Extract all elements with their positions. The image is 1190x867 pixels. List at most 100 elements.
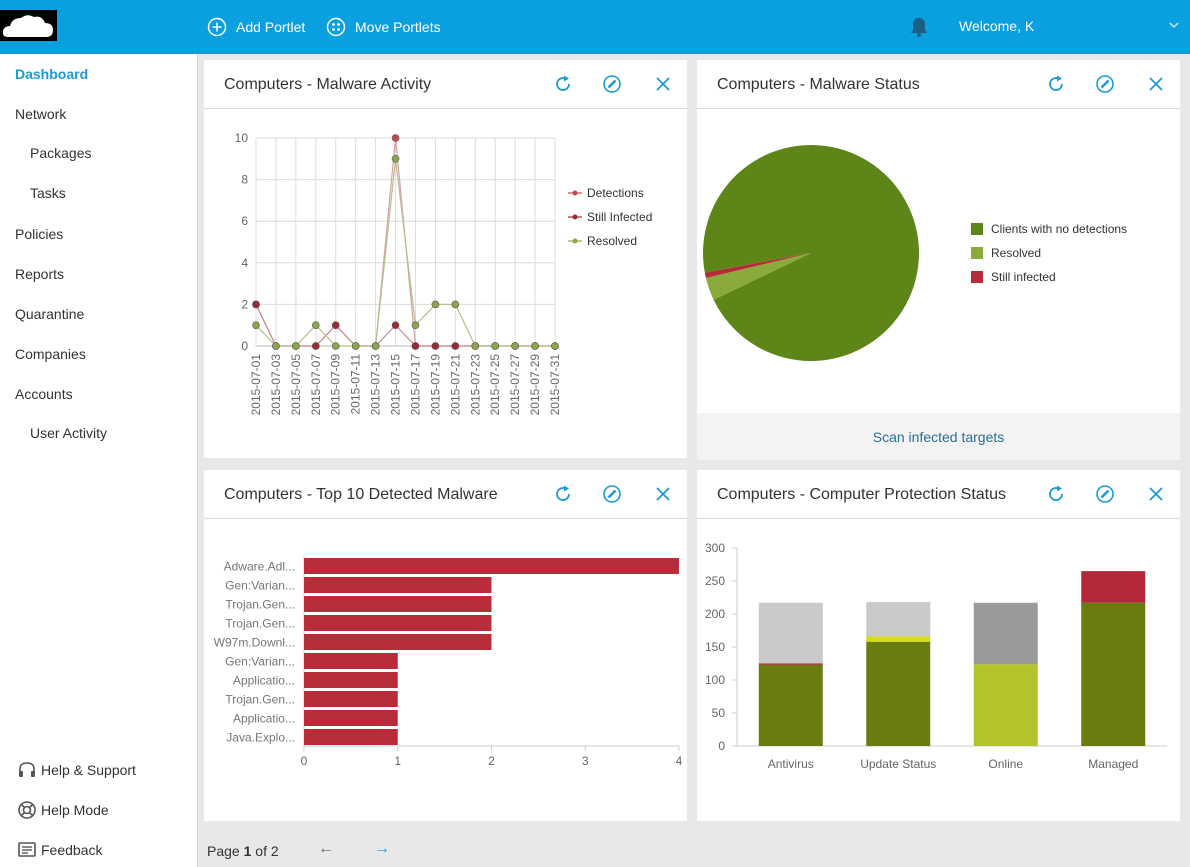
- x-tick-label: 2015-07-11: [349, 354, 363, 415]
- bar: [304, 558, 679, 574]
- plus-circle-icon: [207, 17, 227, 37]
- y-tick-label: 150: [705, 640, 725, 654]
- move-portlets-button[interactable]: Move Portlets: [326, 16, 441, 38]
- sidebar-item-tasks[interactable]: Tasks: [30, 185, 66, 201]
- legend-label: Resolved: [991, 246, 1041, 260]
- y-tick-label: 50: [712, 706, 726, 720]
- sidebar-item-accounts[interactable]: Accounts: [15, 386, 73, 402]
- portlet-header: Computers - Malware Activity: [204, 60, 687, 109]
- feedback-label: Feedback: [41, 842, 103, 858]
- sidebar-item-user-activity[interactable]: User Activity: [30, 425, 108, 441]
- help-mode-link[interactable]: Help Mode: [17, 800, 109, 820]
- x-tick-label: 2015-07-07: [309, 354, 323, 416]
- close-icon[interactable]: [1146, 74, 1166, 94]
- malware-status-chart: Clients with no detections Resolved Still …: [703, 145, 1127, 361]
- legend-marker: [572, 214, 578, 220]
- category-label: Gen:Varian...: [225, 655, 295, 669]
- data-point: [312, 342, 320, 350]
- bar: [304, 634, 492, 650]
- category-label: Trojan.Gen...: [225, 693, 295, 707]
- x-tick-label: 2015-07-15: [389, 354, 403, 416]
- feedback-link[interactable]: Feedback: [17, 840, 102, 860]
- data-point: [451, 342, 460, 350]
- bar: [304, 615, 492, 631]
- pager-of: of: [255, 843, 267, 859]
- category-label: Applicatio...: [233, 712, 295, 726]
- legend-label: Detections: [587, 186, 644, 200]
- category-label: Trojan.Gen...: [225, 617, 295, 631]
- bar: [304, 596, 492, 612]
- data-point: [551, 342, 559, 350]
- legend-swatch: [971, 247, 983, 259]
- protection-status-chart: 0 50 100 150 200 250 300 Antivirus Update Status…: [705, 541, 1167, 771]
- data-point: [431, 300, 440, 309]
- x-tick-label: 2015-07-01: [249, 354, 263, 416]
- x-tick-label: 2015-07-29: [528, 354, 542, 416]
- stack-segment: [866, 636, 931, 642]
- bar: [304, 672, 398, 688]
- y-tick-label: 200: [705, 607, 725, 621]
- sidebar-item-dashboard[interactable]: Dashboard: [15, 66, 89, 82]
- x-tick-label: 2015-07-13: [369, 354, 383, 416]
- help-support-link[interactable]: Help & Support: [17, 760, 136, 780]
- edit-icon[interactable]: [602, 484, 622, 504]
- pager-prefix: Page: [207, 843, 240, 859]
- edit-icon[interactable]: [1095, 74, 1115, 94]
- move-portlets-label: Move Portlets: [355, 19, 441, 35]
- close-icon[interactable]: [1146, 484, 1166, 504]
- add-portlet-button[interactable]: Add Portlet: [207, 16, 305, 38]
- x-tick-label: 2015-07-09: [329, 354, 343, 416]
- cloud-logo[interactable]: [0, 10, 57, 41]
- legend-marker: [572, 238, 578, 244]
- edit-icon[interactable]: [1095, 484, 1115, 504]
- x-tick-label: 0: [301, 754, 308, 768]
- legend-marker: [572, 190, 578, 196]
- sidebar-item-packages[interactable]: Packages: [30, 145, 92, 161]
- sidebar-item-companies[interactable]: Companies: [15, 346, 86, 362]
- legend-label: Still infected: [991, 270, 1056, 284]
- pie-slice: [704, 253, 811, 278]
- data-point: [272, 342, 280, 350]
- category-label: Managed: [1088, 757, 1138, 771]
- refresh-icon[interactable]: [553, 484, 573, 504]
- next-page-button[interactable]: →: [374, 840, 390, 857]
- category-label: Antivirus: [768, 757, 814, 771]
- sidebar-item-policies[interactable]: Policies: [15, 226, 64, 242]
- portlet-header: Computers - Top 10 Detected Malware: [204, 470, 687, 519]
- x-tick-label: 2015-07-21: [448, 354, 462, 416]
- scan-infected-link[interactable]: Scan infected targets: [872, 429, 1005, 445]
- series-line: [255, 158, 555, 347]
- y-tick-label: 250: [705, 574, 725, 588]
- data-point: [351, 342, 360, 350]
- data-point: [252, 321, 260, 329]
- prev-page-button[interactable]: ←: [318, 840, 334, 857]
- refresh-icon[interactable]: [1046, 74, 1066, 94]
- close-icon[interactable]: [653, 484, 673, 504]
- stack-segment: [758, 602, 823, 664]
- malware-activity-chart: 0 2 4 6 8 10 2015-07-01 2015-07-03 2015-07-05 201…: [235, 131, 653, 416]
- portlet-title: Computers - Computer Protection Status: [717, 486, 1007, 503]
- grid-circle-icon: [326, 17, 346, 37]
- stack-segment: [866, 641, 931, 746]
- sidebar-item-reports[interactable]: Reports: [15, 266, 65, 282]
- chevron-down-icon[interactable]: [1168, 19, 1180, 31]
- cloud-icon: [2, 15, 53, 38]
- pager: Page 1 of 2: [207, 843, 279, 859]
- x-tick-label: 1: [394, 754, 401, 768]
- category-label: Adware.Adl...: [224, 560, 295, 574]
- refresh-icon[interactable]: [1046, 484, 1066, 504]
- data-point: [391, 321, 400, 329]
- refresh-icon[interactable]: [553, 74, 573, 94]
- close-icon[interactable]: [653, 74, 673, 94]
- sidebar-item-quarantine[interactable]: Quarantine: [15, 306, 85, 322]
- x-tick-label: 2015-07-17: [408, 354, 422, 416]
- help-mode-label: Help Mode: [41, 802, 109, 818]
- y-tick-label: 100: [705, 673, 725, 687]
- edit-icon[interactable]: [602, 74, 622, 94]
- bell-icon[interactable]: [909, 16, 929, 38]
- sidebar-item-network[interactable]: Network: [15, 106, 67, 122]
- data-point: [252, 300, 260, 309]
- y-tick-label: 0: [241, 339, 248, 353]
- welcome-user[interactable]: Welcome, K: [959, 18, 1035, 34]
- data-point: [292, 342, 300, 350]
